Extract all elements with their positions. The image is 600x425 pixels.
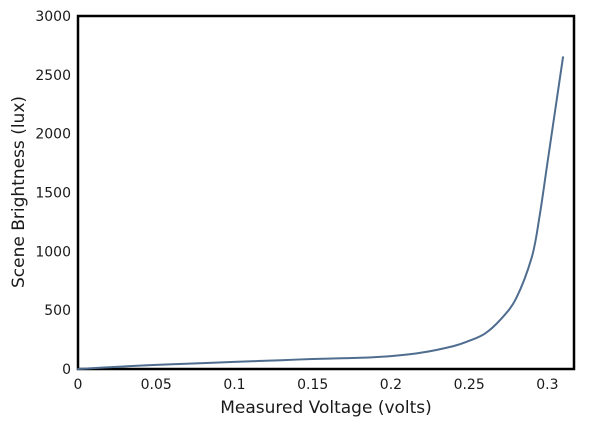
x-tick-label: 0.05 — [141, 377, 172, 393]
plot-frame — [76, 14, 576, 371]
x-tick-label: 0.2 — [380, 377, 402, 393]
series-line — [77, 56, 564, 370]
y-tick-label: 2500 — [35, 68, 71, 84]
y-tick-label: 1000 — [35, 244, 71, 260]
x-axis-ticks: 0 0.05 0.1 0.15 0.2 0.25 0.3 — [74, 377, 559, 393]
x-tick-label: 0.1 — [223, 377, 245, 393]
x-tick-label: 0.25 — [454, 377, 485, 393]
x-tick-label: 0.15 — [297, 377, 328, 393]
x-tick-label: 0 — [74, 377, 83, 393]
y-tick-label: 0 — [62, 362, 71, 378]
y-axis-ticks: 0 500 1000 1500 2000 2500 3000 — [35, 9, 71, 378]
x-axis-title: Measured Voltage (volts) — [220, 398, 432, 418]
y-tick-label: 1500 — [35, 186, 71, 202]
y-tick-label: 3000 — [35, 9, 71, 25]
y-axis-title: Scene Brightness (lux) — [9, 96, 29, 288]
x-tick-label: 0.3 — [536, 377, 558, 393]
y-tick-label: 2000 — [35, 127, 71, 143]
y-tick-label: 500 — [44, 303, 71, 319]
